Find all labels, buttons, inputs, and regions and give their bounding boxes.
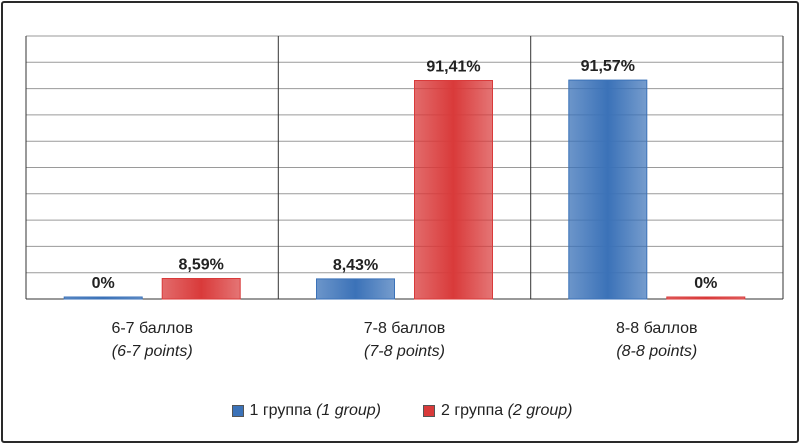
bar-group1 — [568, 79, 648, 300]
data-label: 8,59% — [179, 257, 224, 274]
legend-alt-group1: (1 group) — [316, 402, 381, 419]
legend-label-group1: 1 группа (1 group) — [250, 402, 382, 420]
category-label: 6-7 баллов — [111, 320, 193, 337]
legend-name-group2: 2 группа — [441, 402, 504, 419]
bar-group2 — [161, 278, 241, 300]
data-label: 91,57% — [581, 58, 635, 75]
bar-group2 — [666, 296, 746, 300]
category-sublabel: (7-8 points) — [364, 343, 445, 360]
category-label: 8-8 баллов — [616, 320, 698, 337]
bar-group1 — [316, 278, 395, 300]
legend-alt-group2: (2 group) — [507, 402, 573, 419]
legend: 1 группа (1 group) 2 группа (2 group) — [0, 402, 804, 420]
legend-name-group1: 1 группа — [249, 402, 312, 419]
bar-group2 — [414, 80, 493, 300]
category-sublabel: (6-7 points) — [112, 343, 193, 360]
data-label: 91,41% — [426, 59, 480, 76]
legend-label-group2: 2 группа (2 group) — [441, 402, 573, 420]
data-label: 0% — [694, 275, 717, 292]
legend-item-group2: 2 группа (2 group) — [423, 402, 573, 420]
legend-item-group1: 1 группа (1 group) — [231, 402, 382, 420]
category-label: 7-8 баллов — [364, 320, 446, 337]
bar-group1 — [63, 296, 143, 300]
category-sublabel: (8-8 points) — [616, 343, 697, 360]
data-label: 8,43% — [333, 257, 378, 274]
data-label: 0% — [92, 275, 115, 292]
legend-swatch-group2 — [423, 405, 435, 417]
legend-swatch-group1 — [231, 405, 244, 417]
